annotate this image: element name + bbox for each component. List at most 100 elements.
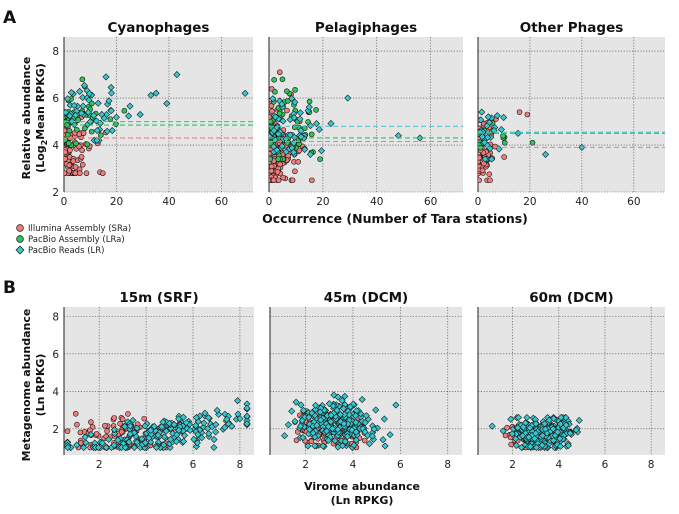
point-sra — [269, 108, 275, 114]
point-lra — [272, 88, 278, 95]
point-lr — [339, 405, 348, 413]
point-lr — [575, 416, 583, 424]
point-sra — [508, 441, 514, 448]
point-sra — [118, 428, 125, 435]
panel-b-ylabel: Metagenome abundance (Ln RPKG) — [20, 309, 47, 462]
point-sra — [79, 161, 86, 168]
point-lr — [170, 421, 178, 429]
point-lr — [481, 138, 489, 146]
point-lr — [110, 441, 118, 449]
point-lr — [562, 421, 570, 429]
point-lr — [344, 94, 352, 102]
point-lr — [84, 108, 92, 116]
point-sra — [309, 177, 315, 184]
point-lr — [93, 127, 101, 135]
point-sra — [117, 420, 123, 427]
point-sra — [77, 170, 83, 177]
point-sra — [308, 438, 315, 445]
point-lr — [327, 418, 335, 426]
point-lr — [92, 117, 100, 125]
point-lr — [290, 148, 298, 156]
point-lr — [368, 432, 376, 440]
point-lr — [152, 89, 160, 97]
point-sra — [524, 111, 531, 118]
point-lr — [508, 430, 516, 438]
point-lr — [512, 441, 520, 449]
point-lr — [341, 392, 349, 400]
subplot-60m-dcm: 2 4 6 8 60m (DCM) — [477, 290, 665, 471]
panel-b-ylabel-line1: Metagenome abundance — [20, 309, 33, 462]
panel-a-letter: A — [3, 8, 17, 28]
point-sra — [72, 410, 79, 417]
point-lr — [169, 429, 177, 437]
y-tick-label: 6 — [52, 349, 59, 361]
subplot-pelagiphages: 0 20 40 60 Pelagiphages — [266, 20, 463, 208]
point-lr — [343, 432, 352, 440]
point-lr — [311, 442, 319, 450]
point-lr — [192, 414, 200, 422]
legend-marker-sra — [16, 224, 24, 232]
x-tick-label: 0 — [266, 196, 273, 208]
point-lra — [88, 128, 95, 135]
point-lr — [125, 112, 133, 120]
subplot-title: 60m (DCM) — [529, 290, 613, 306]
point-lr — [290, 133, 299, 141]
point-lr — [163, 99, 171, 108]
point-lr — [361, 419, 369, 427]
point-lr — [526, 424, 534, 432]
point-lr — [333, 406, 341, 414]
point-lr — [532, 443, 540, 452]
point-lr — [352, 412, 360, 420]
point-sra — [280, 174, 286, 181]
point-lr — [539, 432, 547, 440]
point-lr — [305, 413, 313, 421]
point-sra — [487, 177, 493, 184]
point-sra — [289, 177, 296, 184]
point-lr — [299, 434, 307, 442]
point-lr — [488, 155, 496, 163]
point-lr — [212, 420, 220, 429]
point-lr — [70, 101, 78, 110]
point-lr — [73, 441, 81, 449]
point-lr — [338, 442, 347, 450]
point-sra — [119, 416, 126, 423]
point-lr — [352, 428, 360, 436]
point-lra — [82, 125, 88, 132]
point-lr — [484, 113, 492, 121]
panel-a-ylabel-line1: Relative abundance — [20, 57, 33, 180]
point-lr — [64, 95, 72, 103]
point-lr — [141, 422, 149, 430]
panel-a-ylabel-subscript: 2 — [40, 140, 49, 146]
point-lr — [554, 428, 562, 436]
point-lr — [325, 400, 333, 408]
point-lr — [566, 429, 574, 437]
point-lr — [133, 424, 141, 432]
x-tick-label: 4 — [143, 459, 150, 471]
point-lr — [125, 438, 133, 446]
point-lr — [490, 127, 498, 135]
point-lra — [292, 87, 298, 93]
x-tick-label: 0 — [61, 196, 68, 208]
point-lr — [518, 443, 526, 452]
point-lr — [82, 439, 90, 447]
point-sra — [269, 163, 275, 170]
legend-label-sra: Illumina Assembly (SRa) — [28, 224, 131, 234]
point-sra — [284, 107, 290, 114]
point-lr — [205, 430, 213, 438]
point-lr — [478, 116, 485, 124]
point-lr — [519, 432, 527, 440]
plot-area — [269, 37, 463, 192]
point-lr — [165, 419, 173, 427]
x-tick-label: 8 — [237, 459, 244, 471]
point-lra — [305, 119, 311, 125]
point-lr — [365, 440, 373, 448]
point-lra — [74, 127, 80, 133]
point-lr — [545, 416, 553, 424]
point-sra — [64, 170, 68, 177]
point-lr — [192, 421, 200, 429]
point-sra — [502, 432, 509, 439]
panel-b-xlabel-line2: (Ln RPKG) — [331, 494, 394, 507]
point-lr — [103, 127, 111, 135]
point-lr — [319, 442, 327, 450]
point-lr — [243, 420, 251, 428]
